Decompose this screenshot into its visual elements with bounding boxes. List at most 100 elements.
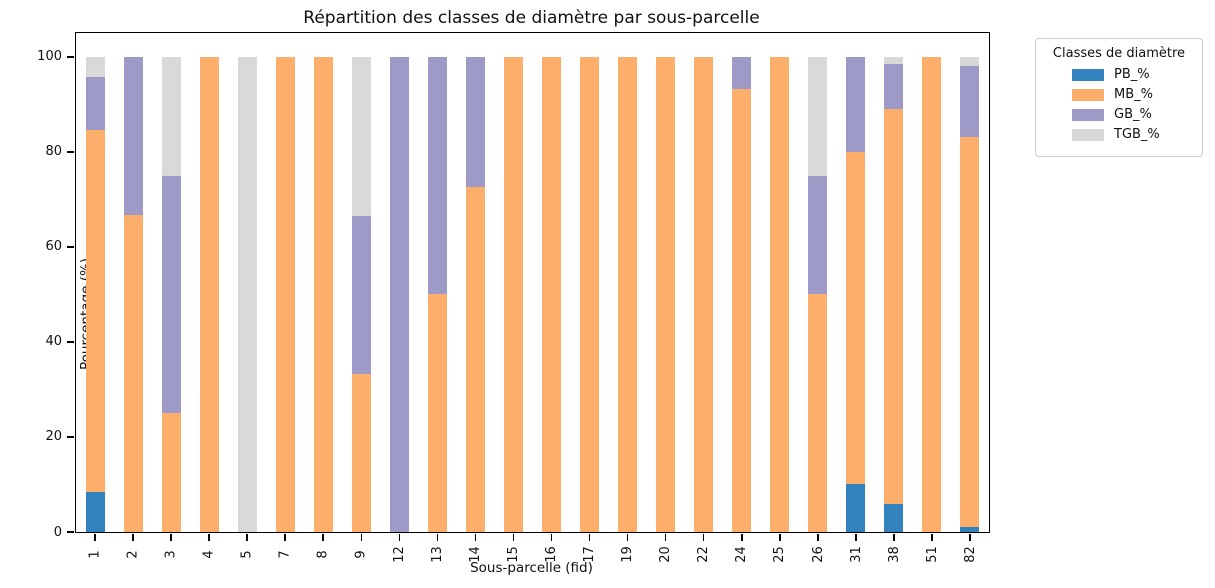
bar-segment-GB_%-fid3 [161,175,181,414]
y-axis-tick [67,151,74,153]
bar-stack-5 [237,56,257,532]
bar-stack-24 [732,56,752,532]
bar-stack-1 [85,56,105,532]
bar-segment-GB_%-fid26 [808,175,828,295]
bar-column-12 [380,33,418,532]
bar-stack-16 [542,56,562,532]
legend-entry-MB_%: MB_% [1046,87,1192,102]
x-axis-tick [246,534,248,541]
bar-segment-MB_%-fid22 [694,56,714,532]
x-axis-tick [626,534,629,541]
bar-segment-MB_%-fid8 [313,56,333,532]
bar-column-1 [76,33,114,532]
x-axis-tick [931,534,933,541]
x-axis-tick [132,534,134,541]
bar-stack-82 [960,56,980,532]
bar-column-26 [799,33,837,532]
bar-segment-MB_%-fid24 [732,88,752,532]
legend-swatch-PB_% [1072,68,1104,81]
bar-segment-MB_%-fid3 [161,413,181,532]
bar-stack-13 [427,56,447,532]
bar-column-25 [761,33,799,532]
legend-entry-GB_%: GB_% [1046,107,1192,122]
bar-stack-26 [808,56,828,532]
x-axis-tick [360,534,363,541]
x-axis-tick [208,534,210,541]
legend-swatch-TGB_% [1072,128,1104,141]
y-axis-tick-label: 20 [45,429,62,445]
bar-stack-51 [922,56,942,532]
bar-column-20 [647,33,685,532]
bar-segment-MB_%-fid82 [960,136,980,528]
bar-segment-MB_%-fid4 [199,56,219,532]
legend-swatch-MB_% [1072,88,1104,101]
bar-stack-15 [503,56,523,532]
x-axis-label: Sous-parcelle (fid) [470,560,593,576]
y-axis-tick [67,55,74,58]
bar-column-82 [951,33,989,532]
bar-stack-38 [884,56,904,532]
bar-stack-12 [389,56,409,532]
bar-stack-14 [465,56,485,532]
bar-segment-PB_%-fid82 [960,527,980,532]
bar-column-5 [228,33,266,532]
x-axis-tick [474,534,477,541]
bar-segment-PB_%-fid38 [884,503,904,532]
y-axis-tick [67,341,74,343]
bar-segment-GB_%-fid24 [732,56,752,89]
bar-column-15 [494,33,532,532]
bar-segment-TGB_%-fid26 [808,56,828,176]
x-axis-tick [778,534,781,541]
bar-segment-TGB_%-fid38 [884,56,904,64]
legend-entry-PB_%: PB_% [1046,67,1192,82]
bar-column-9 [342,33,380,532]
x-axis-tick [322,534,325,541]
bar-segment-MB_%-fid9 [351,373,371,532]
bar-stack-25 [770,56,790,532]
bar-stack-8 [313,56,333,532]
bar-segment-MB_%-fid51 [922,56,942,532]
bar-stack-19 [618,56,638,532]
bar-segment-PB_%-fid1 [85,491,105,532]
legend-swatch-GB_% [1072,108,1104,121]
bar-segment-TGB_%-fid3 [161,56,181,176]
bar-column-7 [266,33,304,532]
bar-segment-MB_%-fid7 [275,56,295,532]
x-axis-tick [740,534,743,541]
bar-column-24 [723,33,761,532]
bar-segment-MB_%-fid19 [618,56,638,532]
bar-segment-MB_%-fid16 [542,56,562,532]
legend-label-MB_%: MB_% [1114,87,1153,102]
bar-stack-7 [275,56,295,532]
bar-stack-9 [351,56,371,532]
x-axis-tick [550,534,553,541]
bar-column-16 [533,33,571,532]
bar-segment-MB_%-fid26 [808,294,828,532]
bar-segment-GB_%-fid1 [85,76,105,130]
bar-segment-GB_%-fid9 [351,215,371,374]
legend-label-PB_%: PB_% [1114,67,1150,82]
bar-stack-22 [694,56,714,532]
chart-title: Répartition des classes de diamètre par … [303,8,760,28]
bar-stack-4 [199,56,219,532]
bar-stack-31 [846,56,866,532]
y-axis-tick [67,246,74,248]
bar-segment-GB_%-fid13 [427,56,447,295]
bar-segment-GB_%-fid38 [884,63,904,110]
bar-segment-MB_%-fid1 [85,129,105,492]
bar-segment-TGB_%-fid9 [351,56,371,216]
bar-segment-MB_%-fid17 [580,56,600,532]
bar-stack-2 [123,56,143,532]
y-axis-tick-label: 80 [45,144,62,160]
bar-column-8 [304,33,342,532]
legend-label-GB_%: GB_% [1114,107,1152,122]
bar-segment-MB_%-fid38 [884,109,904,504]
bar-column-31 [837,33,875,532]
legend: Classes de diamètre PB_% MB_% GB_% TGB_% [1035,38,1203,157]
bar-stack-17 [580,56,600,532]
x-axis-tick [512,534,515,541]
bar-column-3 [152,33,190,532]
legend-label-TGB_%: TGB_% [1114,127,1160,142]
bar-segment-GB_%-fid31 [846,56,866,152]
x-axis-tick [94,534,96,541]
